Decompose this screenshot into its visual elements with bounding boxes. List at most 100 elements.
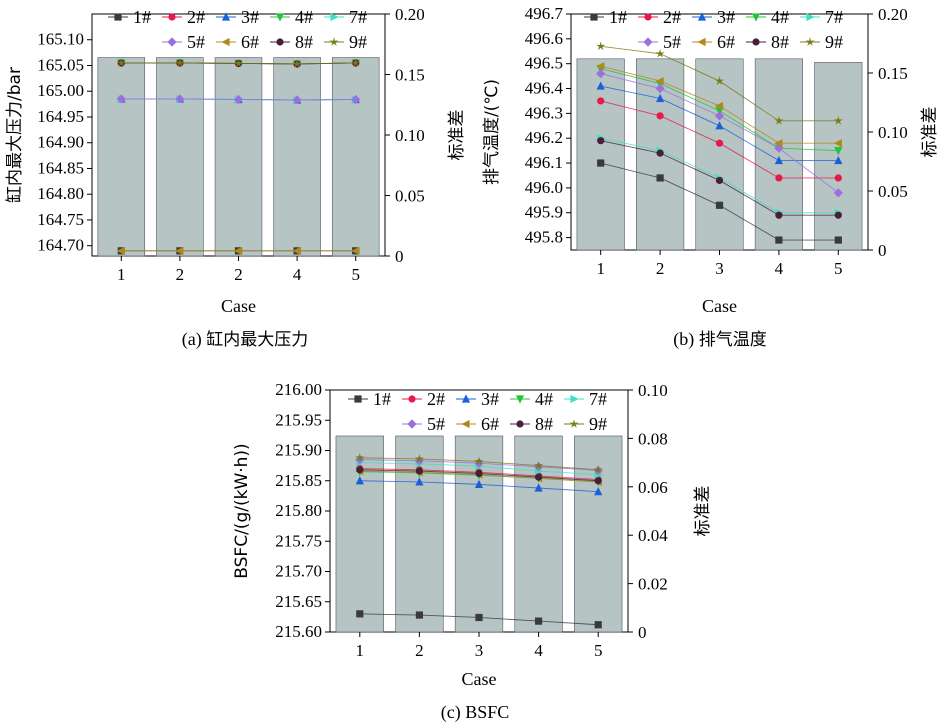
- std-bar: [331, 57, 380, 257]
- series-point-1: [594, 621, 602, 629]
- series-point-4: [834, 147, 843, 156]
- x-axis-label: Case: [702, 296, 737, 316]
- y-tick-label: 165.05: [37, 55, 84, 74]
- y-tick-label: 496.3: [525, 103, 563, 122]
- y2-tick-label: 0.10: [395, 126, 425, 145]
- x-tick-label: 2: [656, 259, 665, 278]
- y-tick-label: 495.9: [525, 203, 563, 222]
- legend-label: 9#: [825, 32, 843, 52]
- x-axis-label: Case: [462, 669, 497, 689]
- series-point-8: [597, 137, 605, 145]
- series-point-1: [834, 236, 842, 244]
- series-point-5: [714, 111, 725, 121]
- legend-label: 1#: [373, 389, 391, 409]
- x-tick-label: 3: [475, 641, 484, 660]
- std-bar: [754, 58, 803, 251]
- y-tick-label: 496.5: [525, 54, 563, 73]
- legend-label: 8#: [295, 32, 313, 52]
- legend-label: 7#: [589, 389, 607, 409]
- legend-label: 4#: [535, 389, 553, 409]
- legend-label: 8#: [771, 32, 789, 52]
- y2-tick-label: 0.20: [878, 5, 908, 24]
- y2-tick-label: 0: [638, 623, 647, 642]
- legend-marker: [590, 13, 598, 21]
- series-point-9: [833, 116, 843, 125]
- std-bar: [576, 58, 625, 251]
- chart-panel-c: 215.60 215.65 215.70 215.75 215.80 215.85 215.…: [232, 380, 713, 723]
- chart-panel-a: 164.70 164.75 164.80 164.85 164.90 164.95 165.…: [4, 5, 467, 350]
- series-point-9: [534, 460, 544, 470]
- series-point-2: [715, 139, 724, 147]
- y2-tick-label: 0.08: [638, 429, 668, 448]
- x-tick-label: 3: [715, 259, 724, 278]
- y2-axis-label: 标准差: [447, 110, 467, 161]
- caption-prefix: (b): [673, 329, 699, 350]
- series-point-8: [656, 149, 664, 157]
- series-point-6: [655, 76, 664, 86]
- legend-label: 7#: [349, 7, 367, 27]
- series-point-1: [775, 236, 783, 244]
- series-point-6: [116, 246, 125, 255]
- y-tick-label: 215.85: [275, 471, 322, 490]
- legend-label: 4#: [771, 7, 789, 27]
- y-tick-label: 165.00: [37, 81, 84, 100]
- legend-marker: [751, 13, 761, 22]
- series-point-9: [714, 76, 725, 85]
- std-bar: [214, 57, 263, 257]
- series-point-5: [292, 95, 302, 105]
- series-point-2: [656, 112, 664, 120]
- std-bar: [454, 435, 504, 633]
- y-tick-label: 164.90: [37, 133, 84, 152]
- y2-tick-label: 0.15: [395, 66, 425, 85]
- legend-label: 1#: [133, 7, 151, 27]
- legend-marker: [275, 13, 285, 22]
- legend-label: 6#: [241, 32, 259, 52]
- legend-label: 7#: [825, 7, 843, 27]
- legend-marker: [515, 395, 525, 404]
- series-point-5: [414, 456, 424, 466]
- series-point-9: [175, 58, 185, 67]
- series-point-3: [596, 81, 605, 90]
- caption-text: BSFC: [465, 702, 509, 722]
- std-bar: [156, 57, 204, 257]
- y2-tick-label: 0.20: [395, 5, 425, 24]
- series-point-1: [475, 613, 483, 622]
- caption-text: 排气温度: [699, 330, 767, 350]
- y-tick-label: 496.4: [525, 79, 564, 98]
- y2-axis-label: 标准差: [693, 486, 713, 537]
- series-point-9: [596, 41, 606, 51]
- legend-marker: [697, 12, 707, 21]
- y-tick-label: 215.90: [275, 441, 322, 460]
- x-tick-label: 5: [594, 641, 603, 660]
- series-point-5: [351, 94, 361, 105]
- y-axis-label: BSFC/(g/(kW·h)): [232, 443, 252, 578]
- y2-tick-label: 0: [878, 241, 887, 260]
- series-point-8: [535, 473, 543, 481]
- series-point-9: [414, 454, 424, 463]
- y2-axis-label: 标准差: [920, 107, 940, 158]
- series-point-1: [597, 159, 605, 167]
- legend-label: 2#: [427, 389, 445, 409]
- legend-marker: [329, 37, 339, 46]
- legend-label: 5#: [427, 414, 445, 434]
- x-axis-label: Case: [221, 296, 256, 316]
- series-point-9: [233, 58, 244, 68]
- std-bar: [273, 57, 321, 257]
- legend-marker: [516, 420, 524, 428]
- series-point-8: [475, 469, 483, 478]
- series-point-1: [415, 611, 423, 619]
- series-point-8: [415, 467, 423, 475]
- y-tick-label: 496.1: [525, 153, 563, 172]
- legend-marker: [752, 38, 760, 46]
- series-point-9: [355, 452, 365, 462]
- series-point-9: [774, 116, 784, 125]
- caption-prefix: (a): [182, 329, 206, 350]
- legend-marker: [330, 12, 339, 22]
- series-point-1: [356, 610, 364, 618]
- series-point-8: [715, 176, 724, 185]
- series-point-3: [355, 476, 364, 485]
- legend-label: 3#: [717, 7, 735, 27]
- series-point-6: [292, 246, 301, 255]
- std-bar: [695, 58, 744, 251]
